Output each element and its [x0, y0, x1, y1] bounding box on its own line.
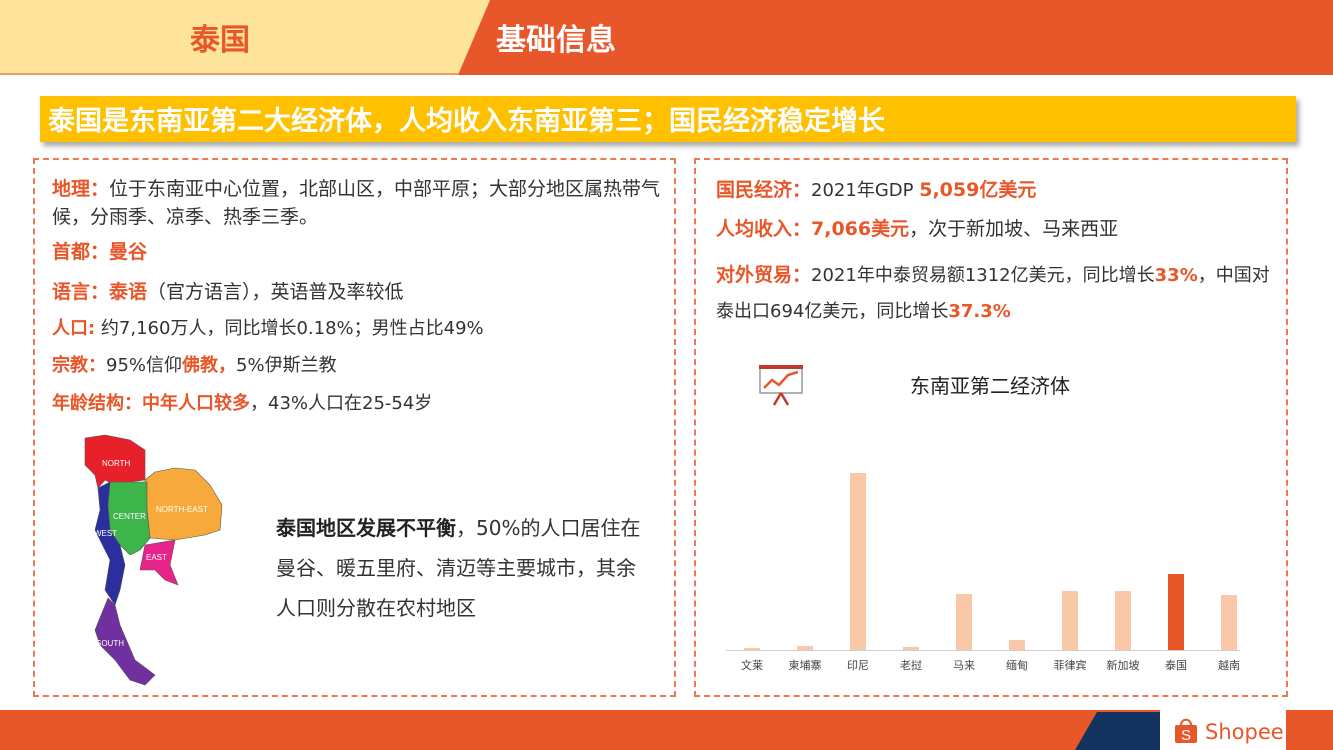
section-title: 基础信息 — [496, 23, 616, 58]
x-tick-label: 泰国 — [1165, 659, 1187, 672]
language-label: 语言： — [52, 281, 110, 303]
religion-text: 95%信仰 — [106, 355, 183, 376]
bar-印尼 — [850, 473, 866, 650]
economy-text: 2021年GDP — [811, 180, 920, 201]
x-tick-label: 马来 — [953, 659, 975, 672]
header-left-band — [0, 0, 490, 75]
regional-development-body: ，50%的人口居住在曼谷、暖五里府、清迈等主要城市，其余人口则分散在农村地区 — [276, 516, 641, 620]
trade-growth-value: 33% — [1154, 265, 1198, 286]
language-value: 泰语 — [109, 281, 148, 303]
map-label-east: EAST — [146, 553, 167, 562]
headline-banner: 泰国是东南亚第二大经济体，人均收入东南亚第三；国民经济稳定增长 — [40, 96, 1296, 142]
x-tick-label: 文莱 — [741, 659, 763, 672]
bar-缅甸 — [1009, 640, 1025, 650]
map-label-west: WEST — [94, 529, 117, 538]
chart-title: 东南亚第二经济体 — [910, 374, 1070, 398]
age-text: ，43%人口在25-54岁 — [250, 393, 433, 414]
religion-text-2: 5%伊斯兰教 — [236, 355, 337, 376]
population-label: 人口: — [52, 318, 96, 339]
trade-info: 对外贸易：2021年中泰贸易额1312亿美元，同比增长33%，中国对泰出口694… — [716, 257, 1276, 330]
bar-新加坡 — [1115, 590, 1131, 650]
x-tick-label: 新加坡 — [1106, 659, 1140, 672]
svg-text:S: S — [1181, 727, 1191, 744]
income-text: ，次于新加坡、马来西亚 — [909, 218, 1119, 240]
bar-老挝 — [903, 647, 919, 650]
x-tick-label: 缅甸 — [1006, 659, 1028, 672]
map-region-south — [94, 597, 156, 686]
capital-value: 曼谷 — [109, 241, 148, 263]
thailand-region-map: NORTH NORTH-EAST CENTER WEST EAST SOUTH — [84, 434, 223, 686]
bar-柬埔寨 — [797, 645, 813, 650]
map-region-northeast — [144, 467, 223, 541]
trade-text-2: ，中国对泰出口694亿美元，同比增长 — [716, 265, 1270, 322]
shopee-logo: S — [1160, 710, 1286, 750]
capital-info: 首都：曼谷 — [52, 237, 147, 264]
export-growth-value: 37.3% — [948, 301, 1011, 322]
gdp-value: 5,059亿美元 — [919, 179, 1037, 201]
chart-x-axis — [726, 650, 1240, 651]
geography-text: 位于东南亚中心位置，北部山区，中部平原；大部分地区属热带气候，分雨季、凉季、热季… — [52, 178, 661, 228]
map-label-northeast: NORTH-EAST — [156, 505, 208, 514]
geography-info: 地理：位于东南亚中心位置，北部山区，中部平原；大部分地区属热带气候，分雨季、凉季… — [52, 175, 667, 231]
income-label: 人均收入： — [716, 218, 812, 240]
basic-info-panel — [33, 158, 676, 697]
shopee-bag-icon: S — [1175, 718, 1197, 744]
economy-panel — [694, 158, 1288, 697]
capital-label: 首都： — [52, 241, 110, 263]
bar-马来 — [956, 594, 972, 650]
trade-text: 2021年中泰贸易额1312亿美元，同比增长 — [811, 265, 1155, 286]
x-tick-label: 菲律宾 — [1053, 659, 1087, 672]
x-tick-label: 越南 — [1218, 659, 1240, 672]
map-label-south: SOUTH — [96, 639, 124, 648]
economy-label: 国民经济： — [716, 179, 812, 201]
income-info: 人均收入：7,066美元，次于新加坡、马来西亚 — [716, 214, 1118, 241]
map-label-center: CENTER — [113, 512, 146, 521]
population-text: 约7,160万人，同比增长0.18%；男性占比49% — [95, 318, 484, 339]
religion-info: 宗教：95%信仰佛教，5%伊斯兰教 — [52, 351, 337, 377]
national-economy-info: 国民经济：2021年GDP 5,059亿美元 — [716, 175, 1036, 202]
age-value: 中年人口较多 — [142, 393, 250, 414]
map-label-north: NORTH — [102, 459, 131, 468]
age-info: 年龄结构：中年人口较多，43%人口在25-54岁 — [52, 389, 432, 415]
bar-越南 — [1221, 595, 1237, 650]
bar-泰国 — [1168, 574, 1184, 650]
x-tick-label: 老挝 — [900, 659, 922, 672]
x-tick-label: 印尼 — [847, 659, 869, 672]
map-region-west — [94, 481, 126, 606]
map-region-east — [139, 539, 179, 586]
bar-文莱 — [744, 647, 760, 650]
population-info: 人口: 约7,160万人，同比增长0.18%；男性占比49% — [52, 314, 484, 340]
income-value: 7,066美元 — [811, 218, 910, 240]
bar-菲律宾 — [1062, 591, 1078, 650]
country-title: 泰国 — [190, 23, 250, 58]
header-right-band — [458, 0, 1333, 75]
geography-label: 地理： — [52, 178, 110, 200]
regional-development-text: 泰国地区发展不平衡，50%的人口居住在曼谷、暖五里府、清迈等主要城市，其余人口则… — [276, 508, 646, 628]
religion-separator: ， — [218, 355, 237, 376]
presentation-chart-icon — [759, 365, 803, 406]
religion-label: 宗教： — [52, 355, 106, 376]
language-text: （官方语言），英语普及率较低 — [147, 281, 404, 303]
trade-label: 对外贸易： — [716, 264, 812, 286]
language-info: 语言：泰语（官方语言），英语普及率较低 — [52, 277, 404, 304]
religion-value: 佛教 — [182, 355, 219, 376]
age-label: 年龄结构： — [52, 393, 142, 414]
x-tick-label: 柬埔寨 — [788, 659, 822, 672]
regional-development-bold: 泰国地区发展不平衡 — [276, 516, 456, 540]
shopee-logo-text: Shopee — [1205, 720, 1284, 744]
